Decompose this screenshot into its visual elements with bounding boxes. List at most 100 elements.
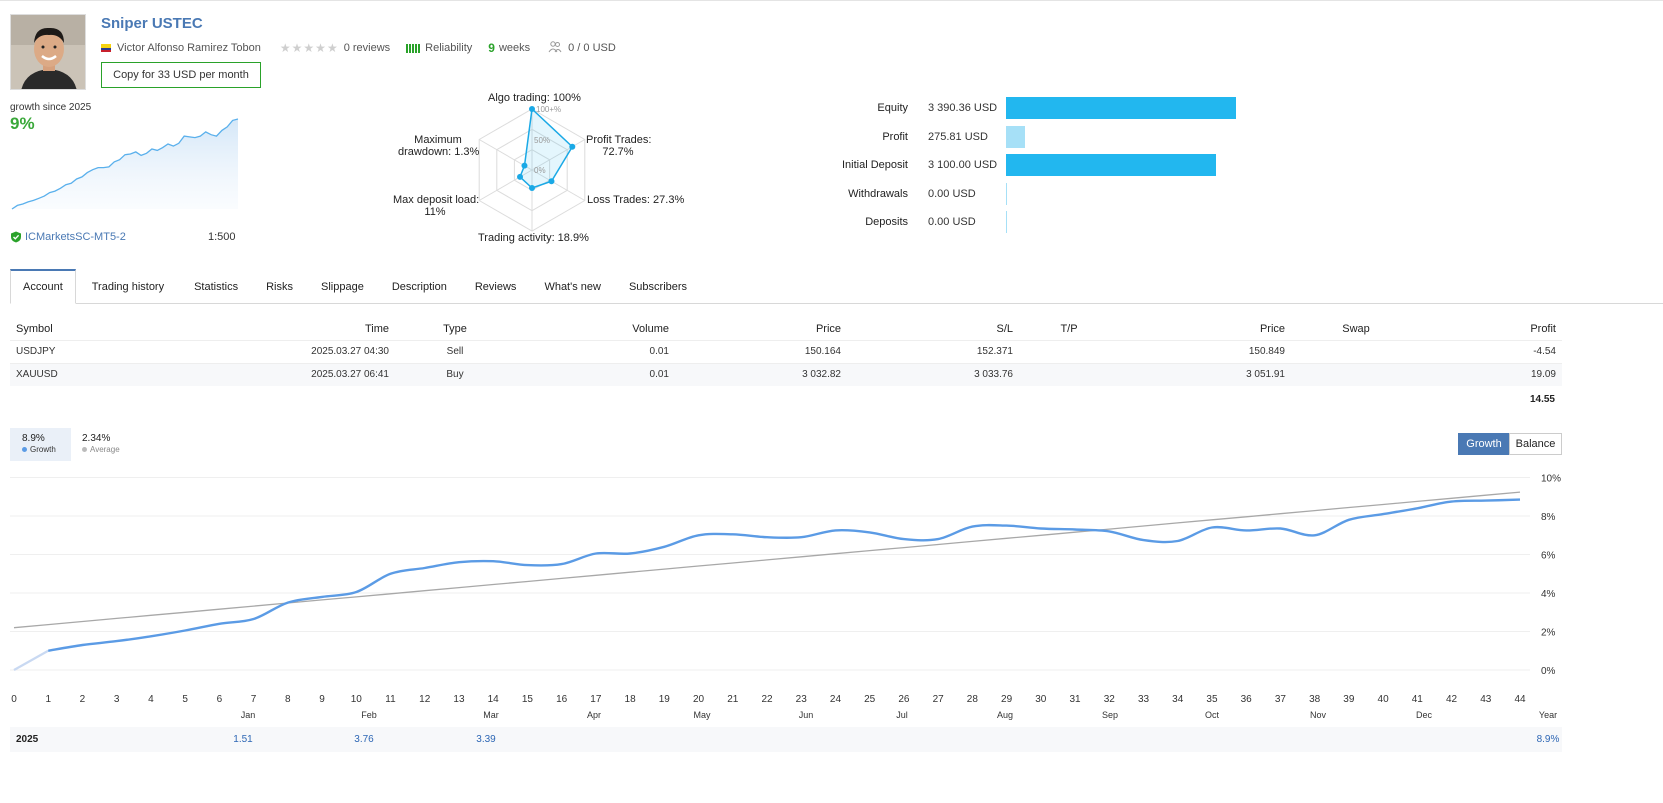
x-tick-label: 15: [522, 694, 534, 705]
mini-growth-area: [12, 119, 238, 209]
tab-risks[interactable]: Risks: [266, 280, 293, 293]
subscribers-icon: [548, 40, 562, 57]
position-cell: 19.09: [1421, 362, 1562, 386]
tab-slippage[interactable]: Slippage: [321, 280, 364, 293]
broker-server[interactable]: ICMarketsSC-MT5-2: [10, 231, 126, 243]
y-tick-label: 4%: [1541, 589, 1556, 600]
x-tick-label: 7: [251, 694, 257, 705]
x-tick-label: 36: [1241, 694, 1253, 705]
month-label: Nov: [1309, 710, 1326, 720]
position-cell: 2025.03.27 04:30: [130, 339, 395, 363]
month-label: Dec: [1415, 710, 1432, 720]
x-tick-label: 35: [1206, 694, 1218, 705]
radar-label-drawdown-value: drawdown: 1.3%: [398, 146, 480, 158]
position-cell: -4.54: [1421, 339, 1562, 363]
month-label: Feb: [361, 710, 377, 720]
x-tick-label: 40: [1378, 694, 1390, 705]
position-row[interactable]: USDJPY 2025.03.27 04:30 Sell 0.01 150.164 152…: [10, 339, 1562, 363]
mini-growth-chart: [11, 118, 239, 210]
x-tick-label: 18: [625, 694, 637, 705]
position-cell: 150.849: [1119, 339, 1291, 363]
column-header: Volume: [632, 322, 669, 335]
month-return-value[interactable]: 3.76: [354, 734, 374, 745]
x-tick-label: 33: [1138, 694, 1150, 705]
radar-label-profit-trades-title: Profit Trades:: [586, 134, 652, 146]
rating-stars-icon[interactable]: ★★★★★: [279, 41, 339, 55]
reliability-bars-icon: [406, 43, 421, 53]
stat-bar: [1006, 97, 1236, 119]
tab-description[interactable]: Description: [391, 280, 447, 293]
tab-subscribers[interactable]: Subscribers: [628, 280, 688, 293]
author-avatar[interactable]: [10, 14, 86, 90]
tab-reviews[interactable]: Reviews: [474, 280, 517, 293]
month-label: Year: [1538, 710, 1558, 720]
growth-value: 9%: [10, 114, 35, 133]
month-label: May: [693, 710, 711, 720]
growth-toggle-button[interactable]: Growth: [1458, 433, 1510, 455]
colombia-flag-icon: [101, 44, 111, 52]
tab-statistics[interactable]: Statistics: [194, 280, 239, 293]
y-tick-label: 0%: [1541, 666, 1556, 677]
month-label: Jan: [240, 710, 256, 720]
x-tick-label: 26: [898, 694, 910, 705]
growth-legend-active[interactable]: [10, 428, 71, 461]
x-tick-label: 14: [488, 694, 500, 705]
x-tick-label: 11: [385, 694, 396, 705]
position-cell: Buy: [395, 362, 515, 386]
x-tick-label: 30: [1035, 694, 1047, 705]
stat-row-profit: Profit 275.81 USD: [800, 125, 1025, 148]
signal-tabs: Account Trading history Statistics Risks Sli…: [10, 269, 1663, 304]
tab-account[interactable]: Account: [10, 269, 76, 304]
average-legend-value[interactable]: 2.34%: [82, 433, 111, 444]
stat-bar: [1006, 182, 1007, 205]
position-cell: 152.371: [847, 339, 1019, 363]
signal-title[interactable]: Sniper USTEC: [101, 15, 203, 32]
month-label: Mar: [483, 710, 499, 720]
radar-value-area: [519, 107, 574, 189]
stat-label: Initial Deposit: [841, 159, 908, 172]
open-positions-table: Symbol Time Type Volume Price S/L T/P Price Swap…: [10, 318, 1562, 386]
growth-series-start: [13, 649, 49, 671]
radar-scale-50: 50%: [534, 136, 550, 145]
server-name[interactable]: ICMarketsSC-MT5-2: [25, 231, 126, 243]
stat-label: Equity: [877, 102, 908, 114]
x-tick-label: 43: [1480, 694, 1492, 705]
x-tick-label: 42: [1446, 694, 1458, 705]
position-cell: 0.01: [515, 339, 675, 363]
copy-signal-button[interactable]: Copy for 33 USD per month: [101, 62, 261, 88]
x-tick-label: 8: [285, 694, 291, 705]
radar-label-activity: Trading activity: 18.9%: [478, 232, 589, 244]
month-label: Apr: [586, 710, 601, 720]
x-tick-label: 4: [148, 694, 154, 705]
tab-trading-history[interactable]: Trading history: [91, 280, 165, 293]
tab-what-s-new[interactable]: What's new: [544, 280, 601, 293]
x-tick-label: 24: [830, 694, 842, 705]
stat-value: 3 390.36 USD: [928, 102, 998, 114]
position-cell: 2025.03.27 06:41: [130, 362, 395, 386]
month-return-value[interactable]: 1.51: [233, 734, 253, 745]
position-cell: [1019, 362, 1119, 386]
reviews-count[interactable]: 0 reviews: [343, 42, 391, 54]
reliability-label: Reliability: [425, 42, 473, 54]
shield-check-icon: [11, 231, 21, 243]
position-row[interactable]: XAUUSD 2025.03.27 06:41 Buy 0.01 3 032.82 3 0…: [10, 362, 1562, 386]
stat-value: 0.00 USD: [928, 187, 976, 200]
x-tick-label: 39: [1343, 694, 1355, 705]
month-return-value[interactable]: 3.39: [476, 734, 496, 745]
position-cell: 3 032.82: [675, 362, 847, 386]
y-tick-label: 6%: [1541, 551, 1556, 562]
position-cell: USDJPY: [10, 339, 130, 363]
x-tick-label: 23: [796, 694, 808, 705]
balance-toggle-button[interactable]: Balance: [1509, 433, 1562, 455]
author-name[interactable]: Victor Alfonso Ramirez Tobon: [117, 42, 261, 54]
radar-label-loss-trades: Loss Trades: 27.3%: [587, 194, 685, 206]
growth-dot-icon: [22, 447, 27, 453]
x-tick-label: 13: [453, 694, 465, 705]
column-header: Price: [1259, 322, 1285, 335]
stat-label: Withdrawals: [848, 187, 908, 200]
month-return-value[interactable]: 8.9%: [1536, 734, 1560, 745]
x-tick-label: 32: [1104, 694, 1116, 705]
position-cell: [1019, 339, 1119, 363]
average-legend-label[interactable]: Average: [82, 445, 120, 454]
position-cell: [1291, 362, 1421, 386]
